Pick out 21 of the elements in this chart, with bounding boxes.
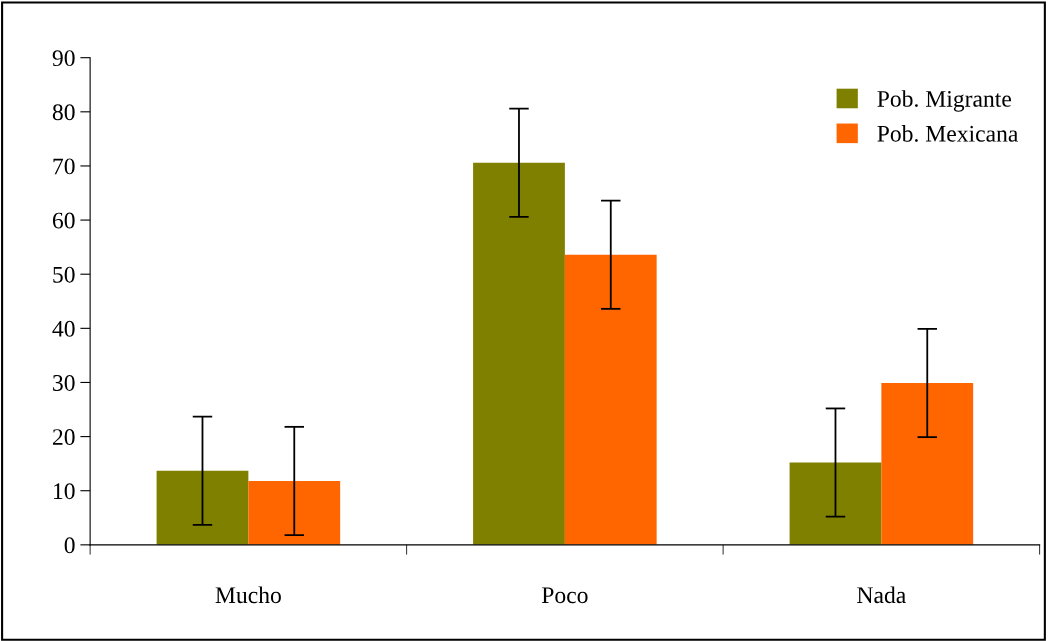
bar	[156, 470, 249, 545]
x-tick-label: Mucho	[215, 586, 281, 604]
x-tick-label: Nada	[857, 586, 906, 604]
y-tick-label: 80	[52, 104, 75, 121]
y-tick-label: 0	[64, 537, 75, 554]
bar	[881, 383, 974, 545]
y-tick-label: 20	[52, 429, 75, 446]
y-tick-label: 60	[52, 212, 75, 229]
bar	[473, 162, 565, 545]
y-tick-label: 30	[53, 374, 75, 391]
y-tick-label: 40	[52, 320, 75, 337]
y-tick-label: 10	[54, 483, 75, 500]
bar	[789, 462, 882, 545]
y-tick-label: 50	[53, 266, 75, 283]
x-tick-label: Poco	[541, 587, 588, 604]
legend-label: Pob. Mexicana	[877, 125, 1019, 142]
y-tick-label: 70	[53, 158, 75, 175]
y-tick-label: 90	[52, 50, 75, 67]
legend-label: Pob. Migrante	[877, 90, 1012, 112]
bar	[248, 480, 341, 545]
bar	[564, 254, 657, 545]
